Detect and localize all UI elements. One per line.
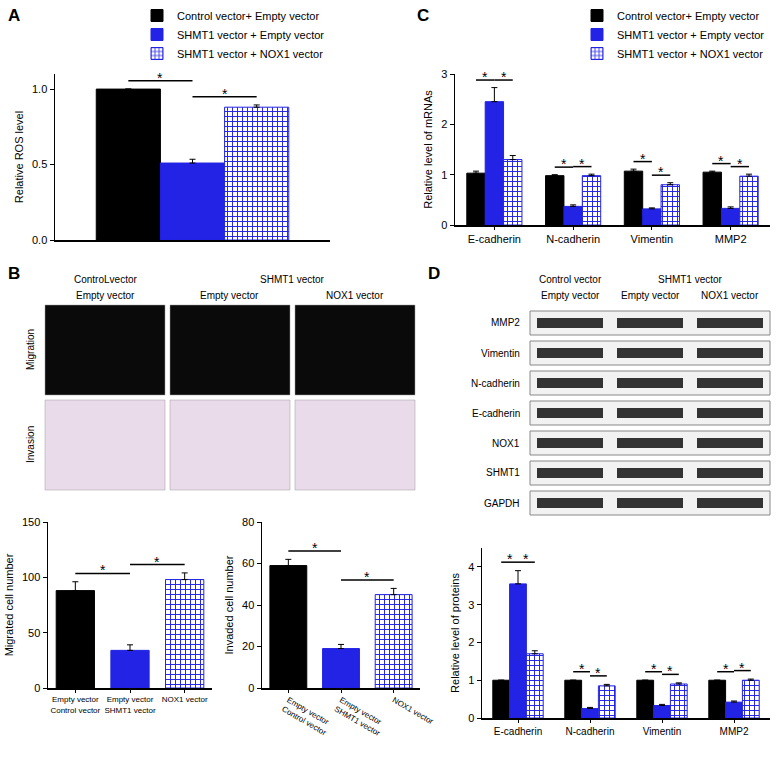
svg-text:A: A bbox=[8, 6, 20, 25]
svg-text:NOX1 vector: NOX1 vector bbox=[391, 696, 435, 727]
svg-text:Migrated cell number: Migrated cell number bbox=[3, 553, 15, 656]
svg-text:Empty vectorSHMT1 vector: Empty vectorSHMT1 vector bbox=[104, 695, 155, 714]
svg-text:1: 1 bbox=[468, 674, 474, 686]
svg-text:*: * bbox=[157, 70, 163, 86]
svg-text:D: D bbox=[428, 264, 440, 283]
svg-text:Vimentin: Vimentin bbox=[643, 726, 682, 737]
svg-text:E-cadherin: E-cadherin bbox=[472, 408, 520, 419]
svg-text:MMP2: MMP2 bbox=[491, 317, 520, 328]
svg-text:*: * bbox=[312, 540, 318, 556]
svg-text:*: * bbox=[561, 156, 567, 172]
svg-text:SHMT1 vector: SHMT1 vector bbox=[260, 274, 325, 285]
svg-text:Empty vectorControl vector: Empty vectorControl vector bbox=[280, 696, 333, 738]
svg-text:2: 2 bbox=[468, 636, 474, 648]
svg-text:0.5: 0.5 bbox=[32, 158, 47, 170]
svg-text:*: * bbox=[154, 554, 160, 570]
svg-text:Control vector: Control vector bbox=[539, 274, 602, 285]
svg-text:NOX1 vector: NOX1 vector bbox=[162, 695, 208, 704]
svg-text:Empty vector: Empty vector bbox=[200, 290, 259, 301]
svg-text:50: 50 bbox=[28, 627, 40, 639]
svg-text:Vimentin: Vimentin bbox=[631, 233, 674, 245]
svg-text:3: 3 bbox=[441, 68, 447, 80]
svg-text:*: * bbox=[667, 663, 673, 679]
svg-text:0.0: 0.0 bbox=[32, 234, 47, 246]
svg-text:N-cadherin: N-cadherin bbox=[471, 378, 520, 389]
svg-text:*: * bbox=[718, 153, 724, 169]
svg-text:150: 150 bbox=[22, 516, 40, 528]
svg-text:Empty vectorSHMT1 vector: Empty vectorSHMT1 vector bbox=[333, 696, 387, 739]
svg-text:C: C bbox=[417, 6, 429, 25]
svg-text:*: * bbox=[501, 69, 507, 85]
svg-text:SHMT1 vector + NOX1 vector: SHMT1 vector + NOX1 vector bbox=[617, 48, 763, 60]
svg-text:3: 3 bbox=[468, 599, 474, 611]
svg-text:*: * bbox=[658, 164, 664, 180]
svg-text:SHMT1 vector + Empty vector: SHMT1 vector + Empty vector bbox=[617, 29, 764, 41]
svg-text:Relative ROS level: Relative ROS level bbox=[13, 111, 25, 203]
svg-text:Empty vector: Empty vector bbox=[621, 290, 680, 301]
svg-text:*: * bbox=[523, 551, 529, 567]
svg-text:SHMT1: SHMT1 bbox=[486, 467, 520, 478]
svg-text:*: * bbox=[737, 156, 743, 172]
svg-text:MMP2: MMP2 bbox=[720, 726, 749, 737]
svg-text:Control vector+ Empty vector: Control vector+ Empty vector bbox=[617, 10, 759, 22]
svg-text:GAPDH: GAPDH bbox=[484, 498, 520, 509]
svg-text:2: 2 bbox=[441, 118, 447, 130]
svg-text:Relative level of mRNAs: Relative level of mRNAs bbox=[422, 90, 434, 209]
svg-text:N-cadherin: N-cadherin bbox=[546, 233, 600, 245]
svg-text:E-cadherin: E-cadherin bbox=[468, 233, 521, 245]
svg-text:SHMT1 vector + Empty vector: SHMT1 vector + Empty vector bbox=[177, 29, 324, 41]
svg-text:*: * bbox=[640, 151, 646, 167]
svg-text:Migration: Migration bbox=[25, 329, 36, 370]
svg-text:E-cadherin: E-cadherin bbox=[494, 726, 542, 737]
svg-text:SHMT1 vector: SHMT1 vector bbox=[658, 274, 723, 285]
svg-text:1: 1 bbox=[441, 169, 447, 181]
svg-text:60: 60 bbox=[242, 557, 254, 569]
svg-text:SHMT1 vector + NOX1 vector: SHMT1 vector + NOX1 vector bbox=[177, 48, 323, 60]
svg-text:*: * bbox=[595, 665, 601, 681]
svg-text:*: * bbox=[507, 551, 513, 567]
svg-text:*: * bbox=[579, 156, 585, 172]
svg-text:*: * bbox=[651, 661, 657, 677]
svg-text:0: 0 bbox=[34, 682, 40, 694]
svg-text:NOX1 vector: NOX1 vector bbox=[326, 290, 384, 301]
svg-text:Vimentin: Vimentin bbox=[481, 348, 520, 359]
svg-text:N-cadherin: N-cadherin bbox=[566, 726, 615, 737]
svg-text:20: 20 bbox=[242, 640, 254, 652]
svg-text:Relative level of proteins: Relative level of proteins bbox=[449, 573, 461, 693]
svg-text:Empty vectorControl vector: Empty vectorControl vector bbox=[50, 695, 100, 714]
svg-text:0: 0 bbox=[468, 712, 474, 724]
svg-text:MMP2: MMP2 bbox=[715, 233, 747, 245]
svg-text:*: * bbox=[739, 660, 745, 676]
svg-text:*: * bbox=[579, 661, 585, 677]
svg-text:0: 0 bbox=[441, 219, 447, 231]
svg-text:100: 100 bbox=[22, 571, 40, 583]
svg-text:Invaded cell number: Invaded cell number bbox=[223, 555, 235, 654]
svg-text:*: * bbox=[482, 69, 488, 85]
svg-text:*: * bbox=[222, 86, 228, 102]
svg-text:*: * bbox=[100, 562, 106, 578]
svg-text:Empty vector: Empty vector bbox=[541, 290, 600, 301]
svg-text:*: * bbox=[723, 661, 729, 677]
svg-text:80: 80 bbox=[242, 516, 254, 528]
svg-text:Invasion: Invasion bbox=[25, 426, 36, 463]
svg-text:B: B bbox=[8, 264, 20, 283]
svg-text:Control vector+ Empty vector: Control vector+ Empty vector bbox=[177, 10, 319, 22]
svg-text:Empty vector: Empty vector bbox=[76, 290, 135, 301]
svg-text:40: 40 bbox=[242, 599, 254, 611]
svg-text:0: 0 bbox=[248, 682, 254, 694]
svg-text:NOX1: NOX1 bbox=[492, 438, 520, 449]
svg-text:*: * bbox=[364, 569, 370, 585]
svg-text:4: 4 bbox=[468, 561, 474, 573]
svg-text:1.0: 1.0 bbox=[32, 83, 47, 95]
svg-text:ControLvector: ControLvector bbox=[74, 274, 137, 285]
svg-text:NOX1 vector: NOX1 vector bbox=[701, 290, 759, 301]
